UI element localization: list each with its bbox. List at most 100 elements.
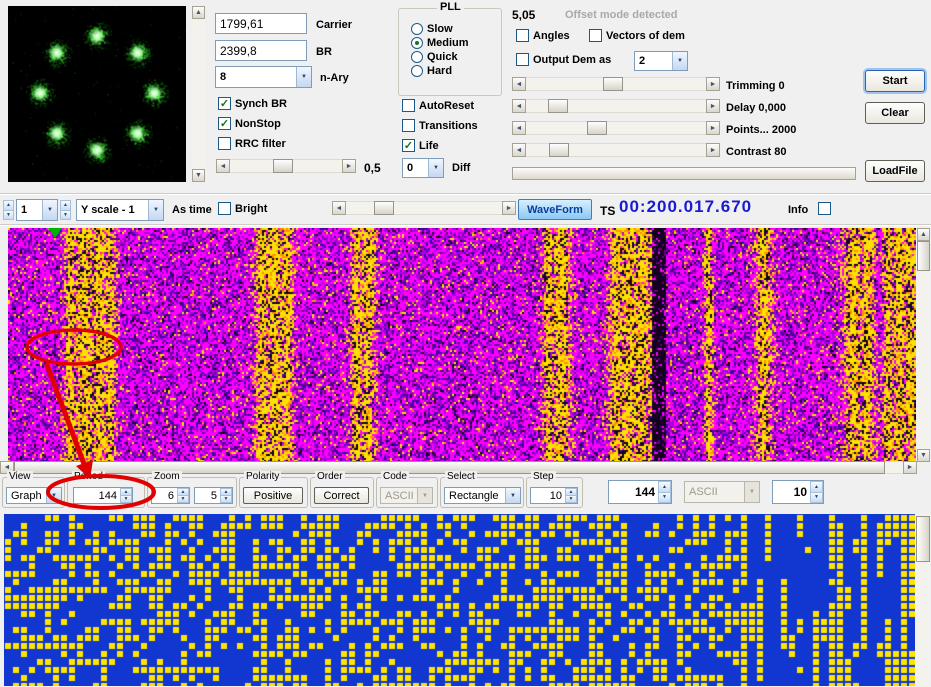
yscale-dropdown[interactable]: Y scale - 1 ▼ — [76, 199, 164, 221]
slider-track[interactable] — [526, 143, 706, 157]
angles-checkbox[interactable]: Angles — [516, 29, 570, 42]
scroll-thumb[interactable] — [917, 241, 930, 271]
check-icon: ✓ — [403, 139, 414, 152]
zoom-spinner-2[interactable]: 5 ▲ ▼ — [194, 487, 233, 504]
scroll-down-button[interactable]: ▼ — [917, 449, 930, 462]
br-input[interactable] — [215, 40, 307, 61]
waveform-button[interactable]: WaveForm — [518, 199, 592, 220]
output-dem-dropdown[interactable]: 2 ▼ — [634, 51, 688, 71]
step-spinner[interactable]: 10 ▲ ▼ — [530, 487, 578, 504]
scroll-right-button[interactable]: ► — [903, 461, 917, 474]
constellation-display[interactable] — [8, 6, 186, 182]
life-checkbox[interactable]: ✓ Life — [402, 139, 439, 152]
slider-left-button[interactable]: ◄ — [512, 143, 526, 157]
slider-thumb[interactable] — [374, 201, 395, 215]
carrier-input[interactable] — [215, 13, 307, 34]
order-button[interactable]: Correct — [314, 487, 369, 504]
output-dem-checkbox[interactable]: Output Dem as — [516, 53, 611, 66]
scroll-up-button[interactable]: ▲ — [192, 6, 205, 19]
nonstop-checkbox[interactable]: ✓ NonStop — [218, 117, 281, 130]
spinner-arrows[interactable]: ▲ ▼ — [220, 488, 232, 503]
autoreset-checkbox[interactable]: AutoReset — [402, 99, 474, 112]
scroll-track[interactable] — [916, 514, 930, 686]
step-spinner-2[interactable]: 10 ▲ ▼ — [772, 480, 824, 504]
spinner-arrows[interactable]: ▲ ▼ — [810, 481, 823, 503]
rrc-filter-checkbox[interactable]: RRC filter — [218, 137, 286, 150]
scroll-track[interactable] — [192, 19, 205, 169]
bitstream-scrollbar[interactable] — [916, 514, 930, 686]
channel-up-down[interactable]: ▲ ▼ — [3, 200, 14, 220]
period-spinner[interactable]: 144 ▲ ▼ — [73, 487, 133, 504]
channel-up-down-2[interactable]: ▲ ▼ — [60, 200, 71, 220]
start-button[interactable]: Start — [865, 70, 925, 92]
wide-scrollbar[interactable] — [512, 167, 856, 180]
slider-left-button[interactable]: ◄ — [512, 77, 526, 91]
spectrogram-display[interactable] — [8, 228, 916, 462]
delay-slider[interactable]: ◄ ► — [512, 99, 720, 113]
slider-right-button[interactable]: ► — [706, 77, 720, 91]
select-dropdown[interactable]: Rectangle ▼ — [444, 487, 521, 504]
scroll-up-button[interactable]: ▲ — [917, 228, 930, 241]
slider-left-button[interactable]: ◄ — [512, 121, 526, 135]
rrc-slider[interactable]: ◄ ► — [216, 159, 356, 173]
pll-medium-radio[interactable]: Medium — [411, 37, 469, 49]
bitstream-display[interactable] — [4, 514, 915, 686]
spinner-arrows[interactable]: ▲ ▼ — [658, 481, 671, 503]
trimming-label: Trimming 0 — [726, 80, 785, 92]
slider-track[interactable] — [526, 99, 706, 113]
checkbox-box — [402, 99, 415, 112]
synch-br-checkbox[interactable]: ✓ Synch BR — [218, 97, 287, 110]
spinner-arrows[interactable]: ▲ ▼ — [565, 488, 577, 503]
bright-label: Bright — [235, 202, 268, 215]
slider-thumb[interactable] — [587, 121, 608, 135]
clear-button[interactable]: Clear — [865, 102, 925, 124]
scroll-down-button[interactable]: ▼ — [192, 169, 205, 182]
pll-slow-radio[interactable]: Slow — [411, 23, 453, 35]
contrast-slider[interactable]: ◄ ► — [512, 143, 720, 157]
slider-right-button[interactable]: ► — [706, 121, 720, 135]
slider-right-button[interactable]: ► — [706, 99, 720, 113]
slider-right-button[interactable]: ► — [706, 143, 720, 157]
waveform-position-slider[interactable]: ◄ ► — [332, 201, 516, 215]
pll-hard-radio[interactable]: Hard — [411, 65, 452, 77]
transitions-checkbox[interactable]: Transitions — [402, 119, 478, 132]
pll-quick-radio[interactable]: Quick — [411, 51, 458, 63]
scroll-thumb[interactable] — [916, 516, 930, 562]
offset-status: Offset mode detected — [565, 9, 678, 21]
slider-thumb[interactable] — [547, 99, 568, 113]
slider-thumb[interactable] — [272, 159, 293, 173]
slider-track[interactable] — [346, 201, 502, 215]
view-dropdown[interactable]: Graph ▼ — [6, 487, 62, 504]
bright-checkbox[interactable]: Bright — [218, 202, 267, 215]
channel-dropdown[interactable]: 1 ▼ — [16, 199, 58, 221]
spinner-arrows[interactable]: ▲ ▼ — [120, 488, 132, 503]
slider-right-button[interactable]: ► — [502, 201, 516, 215]
slider-thumb[interactable] — [549, 143, 570, 157]
constellation-scrollbar[interactable]: ▲ ▼ — [192, 6, 205, 182]
scroll-right-icon: ► — [709, 124, 717, 132]
zoom-spinner-1[interactable]: 6 ▲ ▼ — [151, 487, 190, 504]
polarity-button[interactable]: Positive — [243, 487, 303, 504]
info-checkbox[interactable] — [818, 202, 831, 215]
slider-left-button[interactable]: ◄ — [332, 201, 346, 215]
nary-dropdown[interactable]: 8 ▼ — [215, 66, 312, 88]
slider-right-button[interactable]: ► — [342, 159, 356, 173]
pll-quick-label: Quick — [427, 51, 458, 63]
slider-track[interactable] — [526, 121, 706, 135]
period-spinner-2[interactable]: 144 ▲ ▼ — [608, 480, 672, 504]
slider-track[interactable] — [526, 77, 706, 91]
scroll-track[interactable] — [917, 241, 930, 449]
loadfile-button[interactable]: LoadFile — [865, 160, 925, 182]
slider-left-button[interactable]: ◄ — [216, 159, 230, 173]
slider-track[interactable] — [230, 159, 342, 173]
scroll-left-icon: ◄ — [515, 124, 523, 132]
slider-thumb[interactable] — [603, 77, 624, 91]
points-slider[interactable]: ◄ ► — [512, 121, 720, 135]
spectrogram-vertical-scrollbar[interactable]: ▲ ▼ — [917, 228, 930, 462]
trimming-slider[interactable]: ◄ ► — [512, 77, 720, 91]
vectors-of-dem-checkbox[interactable]: Vectors of dem — [589, 29, 685, 42]
slider-left-button[interactable]: ◄ — [512, 99, 526, 113]
code-value-2: ASCII — [689, 486, 718, 498]
spinner-arrows[interactable]: ▲ ▼ — [177, 488, 189, 503]
diff-dropdown[interactable]: 0 ▼ — [402, 158, 444, 178]
